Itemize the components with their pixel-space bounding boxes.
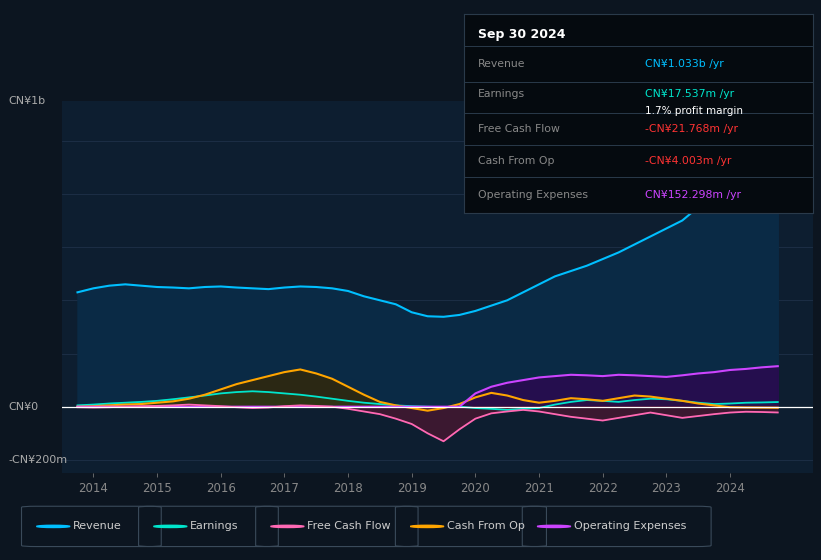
- Text: Sep 30 2024: Sep 30 2024: [478, 28, 566, 41]
- Text: Cash From Op: Cash From Op: [447, 521, 525, 531]
- Circle shape: [410, 525, 443, 528]
- Text: 1.7% profit margin: 1.7% profit margin: [645, 106, 743, 116]
- Text: Free Cash Flow: Free Cash Flow: [478, 124, 560, 134]
- Text: Earnings: Earnings: [190, 521, 238, 531]
- Text: Earnings: Earnings: [478, 88, 525, 99]
- Circle shape: [271, 525, 304, 528]
- Text: -CN¥4.003m /yr: -CN¥4.003m /yr: [645, 156, 732, 166]
- Text: CN¥1b: CN¥1b: [8, 96, 45, 106]
- Text: Free Cash Flow: Free Cash Flow: [307, 521, 391, 531]
- Text: CN¥17.537m /yr: CN¥17.537m /yr: [645, 88, 735, 99]
- Text: Operating Expenses: Operating Expenses: [574, 521, 686, 531]
- Text: Revenue: Revenue: [73, 521, 122, 531]
- Text: CN¥152.298m /yr: CN¥152.298m /yr: [645, 190, 741, 200]
- Circle shape: [154, 525, 187, 528]
- Circle shape: [37, 525, 70, 528]
- Text: -CN¥21.768m /yr: -CN¥21.768m /yr: [645, 124, 738, 134]
- Circle shape: [538, 525, 571, 528]
- Text: CN¥1.033b /yr: CN¥1.033b /yr: [645, 59, 724, 69]
- Text: Revenue: Revenue: [478, 59, 525, 69]
- Text: Operating Expenses: Operating Expenses: [478, 190, 588, 200]
- Text: -CN¥200m: -CN¥200m: [8, 455, 67, 465]
- Text: CN¥0: CN¥0: [8, 402, 39, 412]
- Text: Cash From Op: Cash From Op: [478, 156, 554, 166]
